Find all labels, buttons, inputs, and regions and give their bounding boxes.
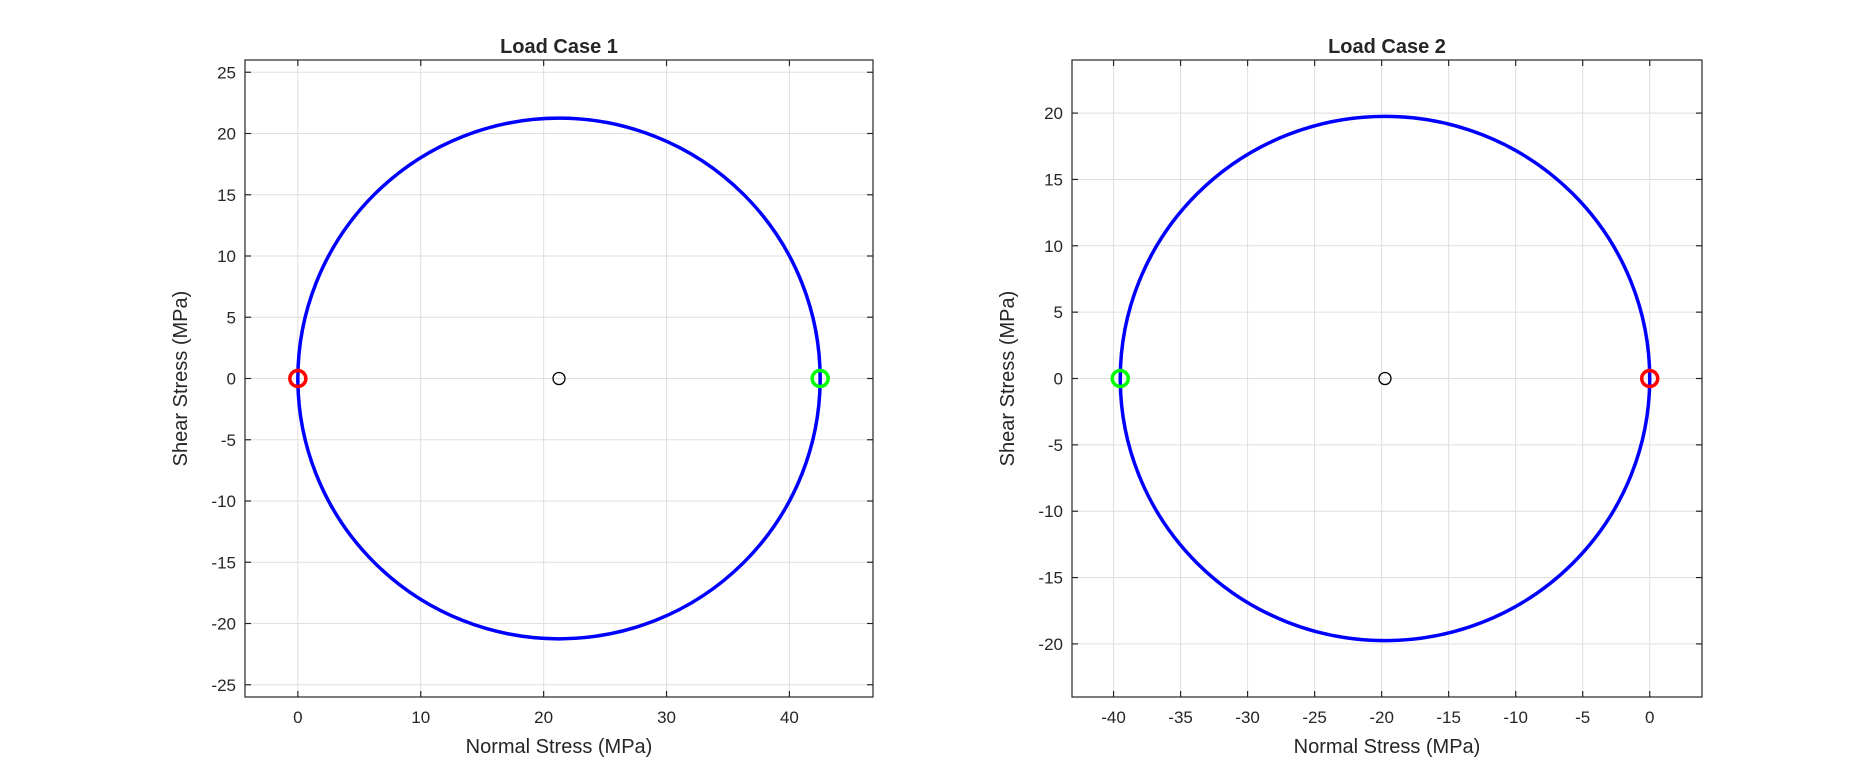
x-tick-label: 40: [780, 708, 799, 727]
y-tick-label: 5: [1054, 303, 1063, 322]
y-axis-label: Shear Stress (MPa): [997, 291, 1019, 467]
principal-point-marker: [1639, 368, 1660, 389]
principal-point-marker: [810, 368, 830, 389]
principal-point-marker: [288, 368, 308, 389]
y-tick-label: 5: [227, 308, 236, 327]
x-tick-label: 10: [411, 708, 430, 727]
y-tick-label: -20: [1038, 635, 1063, 654]
circle-center-point: [552, 371, 566, 386]
principal-point-marker: [1110, 368, 1131, 389]
plot-load-case-1: 0 10 20 30 40 -25 -20 -15 -10 -5 0 5 10 15 20 25 Load Ca…: [170, 36, 874, 758]
y-tick-label: 10: [1044, 237, 1063, 256]
x-tick-label: 0: [293, 708, 302, 727]
x-tick-label: 30: [657, 708, 676, 727]
x-tick-label: -15: [1436, 708, 1461, 727]
x-tick-label: 0: [1645, 708, 1654, 727]
y-tick-label: 15: [1044, 170, 1063, 189]
x-tick-label: -25: [1302, 708, 1327, 727]
plot-load-case-2: -40 -35 -30 -25 -20 -15 -10 -5 0 -20 -15 -10 -5 0 5 10 1…: [997, 36, 1703, 758]
y-tick-label: 15: [217, 186, 236, 205]
y-tick-label: -10: [211, 492, 236, 511]
x-tick-label: -10: [1503, 708, 1528, 727]
y-tick-label: -10: [1038, 502, 1063, 521]
x-tick-label: -20: [1369, 708, 1394, 727]
y-tick-label: 0: [1054, 370, 1063, 389]
x-tick-label: -40: [1101, 708, 1126, 727]
y-tick-label: -5: [1048, 436, 1063, 455]
x-tick-label: -35: [1168, 708, 1193, 727]
y-tick-label: 10: [217, 247, 236, 266]
x-axis-label: Normal Stress (MPa): [1294, 736, 1481, 758]
chart-title: Load Case 2: [1328, 36, 1446, 58]
y-tick-label: 25: [217, 63, 236, 82]
y-axis-label: Shear Stress (MPa): [170, 291, 192, 467]
y-tick-label: -15: [211, 553, 236, 572]
y-tick-label: -5: [221, 431, 236, 450]
y-tick-label: -25: [211, 676, 236, 695]
x-axis-label: Normal Stress (MPa): [466, 736, 653, 758]
y-tick-label: -15: [1038, 569, 1063, 588]
circle-center-point: [1378, 371, 1392, 386]
chart-title: Load Case 1: [500, 36, 618, 58]
y-tick-label: 20: [217, 125, 236, 144]
x-tick-label: -5: [1575, 708, 1590, 727]
x-tick-label: -30: [1235, 708, 1260, 727]
y-tick-label: 0: [227, 370, 236, 389]
y-tick-label: -20: [211, 615, 236, 634]
y-tick-label: 20: [1044, 104, 1063, 123]
x-tick-label: 20: [534, 708, 553, 727]
